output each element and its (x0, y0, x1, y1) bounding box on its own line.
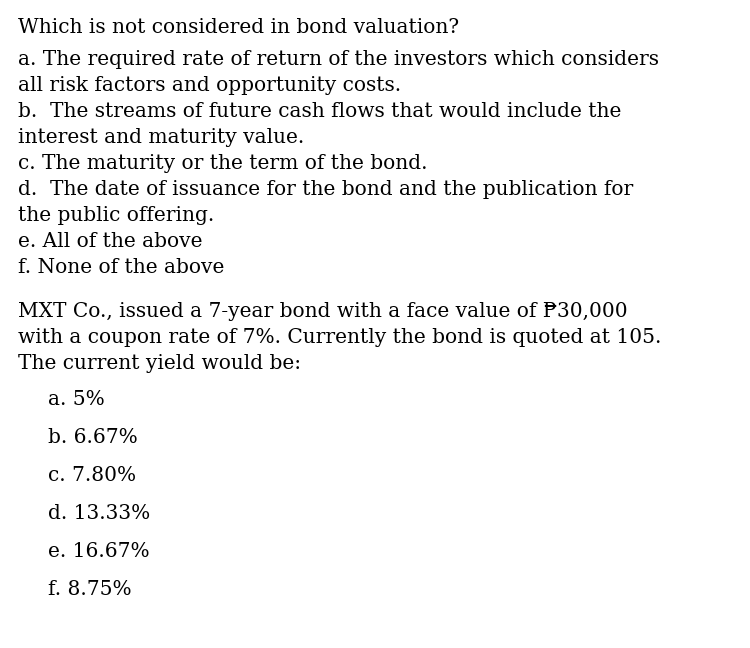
Text: the public offering.: the public offering. (18, 206, 214, 225)
Text: interest and maturity value.: interest and maturity value. (18, 128, 304, 147)
Text: d.  The date of issuance for the bond and the publication for: d. The date of issuance for the bond and… (18, 180, 633, 199)
Text: d. 13.33%: d. 13.33% (48, 504, 150, 523)
Text: e. 16.67%: e. 16.67% (48, 542, 149, 561)
Text: with a coupon rate of 7%. Currently the bond is quoted at 105.: with a coupon rate of 7%. Currently the … (18, 328, 662, 347)
Text: f. None of the above: f. None of the above (18, 258, 224, 277)
Text: c. 7.80%: c. 7.80% (48, 466, 136, 485)
Text: b.  The streams of future cash flows that would include the: b. The streams of future cash flows that… (18, 102, 621, 121)
Text: e. All of the above: e. All of the above (18, 232, 203, 251)
Text: MXT Co., issued a 7-year bond with a face value of ₱30,000: MXT Co., issued a 7-year bond with a fac… (18, 302, 628, 321)
Text: b. 6.67%: b. 6.67% (48, 428, 138, 447)
Text: f. 8.75%: f. 8.75% (48, 580, 132, 599)
Text: c. The maturity or the term of the bond.: c. The maturity or the term of the bond. (18, 154, 427, 173)
Text: a. The required rate of return of the investors which considers: a. The required rate of return of the in… (18, 50, 659, 69)
Text: Which is not considered in bond valuation?: Which is not considered in bond valuatio… (18, 18, 459, 37)
Text: The current yield would be:: The current yield would be: (18, 354, 301, 373)
Text: a. 5%: a. 5% (48, 390, 105, 409)
Text: all risk factors and opportunity costs.: all risk factors and opportunity costs. (18, 76, 401, 95)
